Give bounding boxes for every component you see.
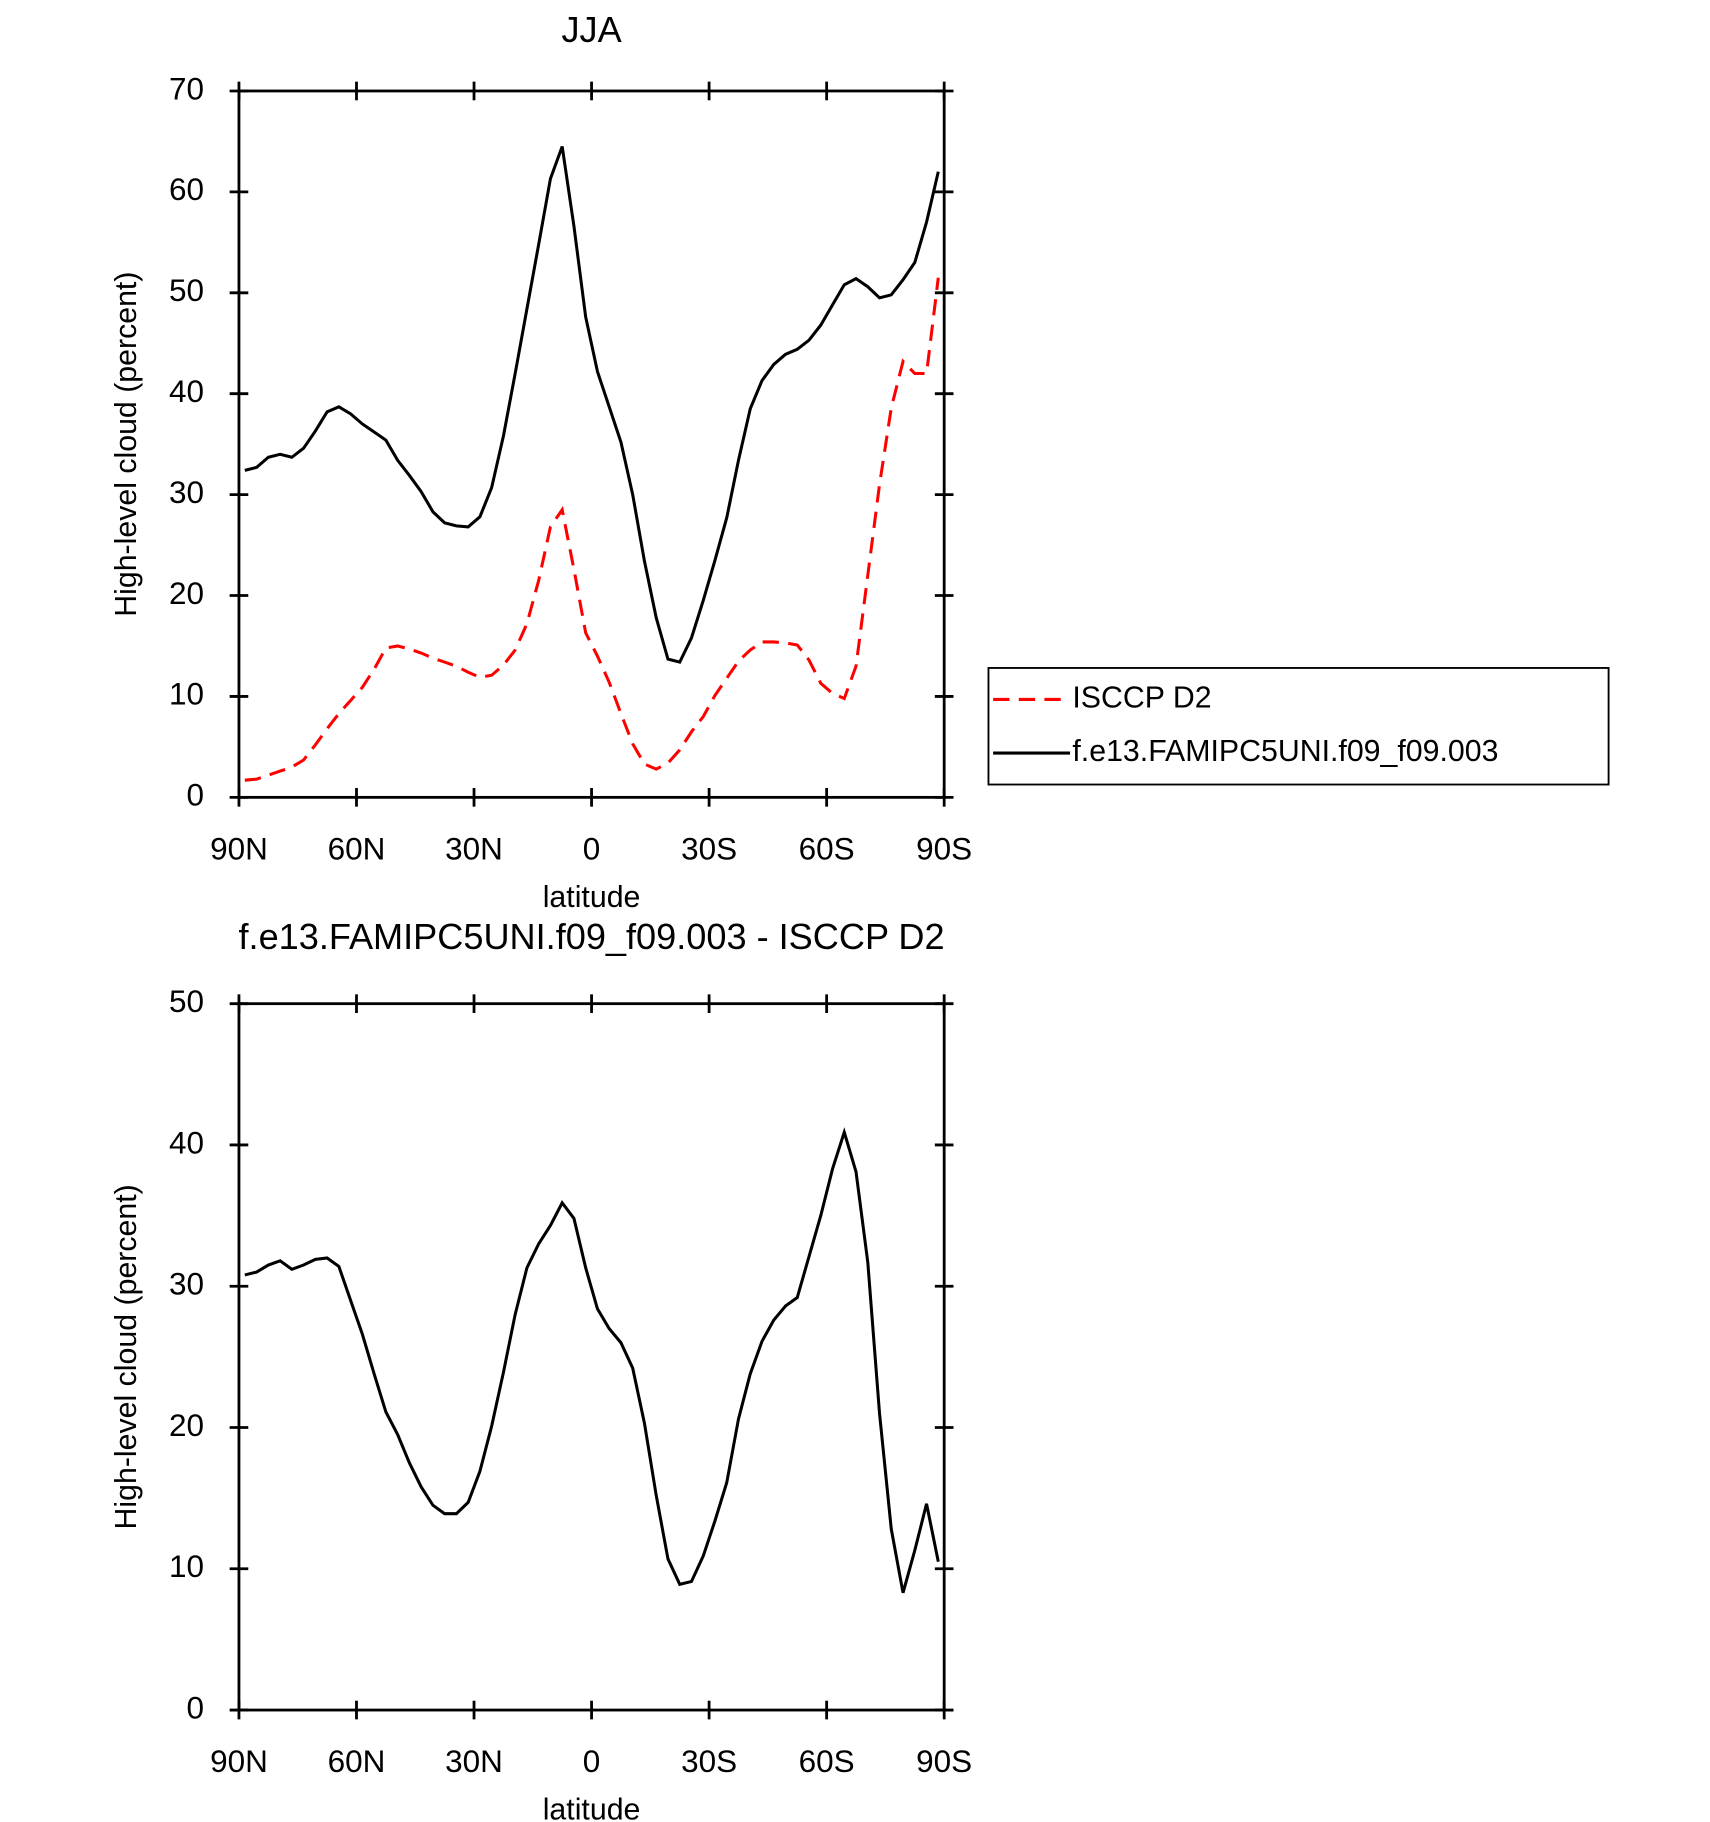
x-tick-label: 30S	[681, 1744, 737, 1779]
x-tick-label: 90N	[210, 831, 268, 866]
x-tick-label: 0	[583, 831, 601, 866]
legend-box	[987, 667, 1610, 786]
y-tick-label: 30	[169, 1267, 204, 1302]
legend-label: f.e13.FAMIPC5UNI.f09_f09.003	[1072, 735, 1498, 768]
y-axis-label: High-level cloud (percent)	[110, 1184, 143, 1529]
x-tick-label: 60N	[328, 1744, 386, 1779]
x-tick-label: 60N	[328, 831, 386, 866]
y-tick-label: 50	[169, 273, 204, 308]
x-tick-label: 90S	[916, 1744, 972, 1779]
y-tick-label: 70	[169, 71, 204, 106]
x-tick-label: 30N	[445, 831, 503, 866]
x-axis-label: latitude	[543, 881, 641, 914]
y-tick-label: 50	[169, 984, 204, 1019]
data-line	[244, 277, 940, 782]
x-tick-label: 60S	[799, 1744, 855, 1779]
data-line	[244, 1127, 940, 1594]
x-tick-label: 60S	[799, 831, 855, 866]
y-tick-label: 10	[169, 1549, 204, 1584]
chart-title: JJA	[561, 9, 622, 50]
x-tick-label: 30N	[445, 1744, 503, 1779]
y-tick-label: 10	[169, 677, 204, 712]
y-tick-label: 0	[186, 778, 204, 813]
y-tick-label: 20	[169, 576, 204, 611]
x-tick-label: 30S	[681, 831, 737, 866]
plot-frame	[237, 89, 946, 799]
x-tick-label: 0	[583, 1744, 601, 1779]
y-tick-label: 30	[169, 475, 204, 510]
x-tick-label: 90S	[916, 831, 972, 866]
y-axis-label: High-level cloud (percent)	[110, 272, 143, 617]
y-tick-label: 60	[169, 172, 204, 207]
y-tick-label: 40	[169, 374, 204, 409]
chart-title: f.e13.FAMIPC5UNI.f09_f09.003 - ISCCP D2	[239, 916, 945, 957]
y-tick-label: 20	[169, 1408, 204, 1443]
y-tick-label: 40	[169, 1125, 204, 1160]
x-axis-label: latitude	[543, 1793, 641, 1822]
plot-frame	[237, 1002, 946, 1712]
data-line	[244, 145, 940, 664]
y-tick-label: 0	[186, 1690, 204, 1725]
legend-label: ISCCP D2	[1072, 681, 1211, 714]
x-tick-label: 90N	[210, 1744, 268, 1779]
